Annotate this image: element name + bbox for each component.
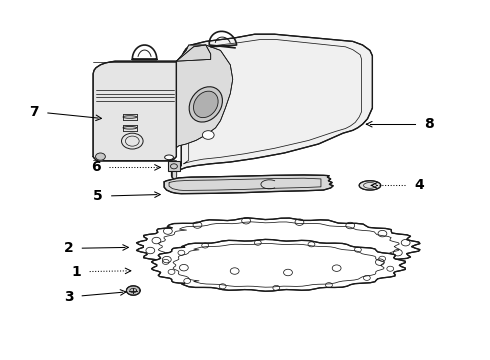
Polygon shape: [126, 286, 140, 295]
Text: 7: 7: [29, 105, 39, 118]
Ellipse shape: [123, 126, 137, 129]
Text: 5: 5: [93, 189, 103, 203]
Text: 6: 6: [91, 161, 100, 174]
Ellipse shape: [194, 91, 218, 118]
Circle shape: [96, 153, 105, 160]
Circle shape: [202, 131, 214, 139]
Polygon shape: [151, 239, 405, 291]
Polygon shape: [359, 181, 381, 190]
Text: 2: 2: [64, 242, 74, 255]
Polygon shape: [168, 161, 180, 171]
Polygon shape: [164, 175, 333, 194]
Polygon shape: [176, 45, 233, 148]
Text: 1: 1: [71, 265, 81, 279]
Text: 3: 3: [64, 290, 74, 304]
Polygon shape: [176, 45, 211, 61]
Ellipse shape: [189, 87, 222, 122]
Ellipse shape: [165, 155, 173, 160]
Polygon shape: [176, 34, 372, 169]
Ellipse shape: [123, 116, 137, 118]
Text: 4: 4: [414, 179, 424, 192]
Polygon shape: [93, 61, 176, 161]
Text: 8: 8: [424, 117, 434, 131]
Polygon shape: [136, 218, 420, 275]
